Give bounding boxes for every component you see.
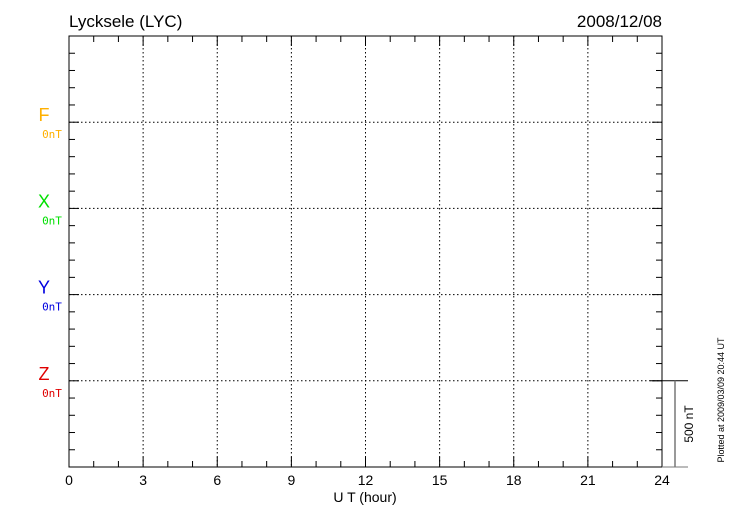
x-tick-label: 21 [580,472,596,488]
x-tick-label: 6 [213,472,221,488]
series-zero-label-y: 0nT [42,301,62,314]
series-label-y: Y [38,278,50,298]
x-tick-label: 24 [654,472,670,488]
x-axis-label: U T (hour) [333,489,396,505]
series-label-z: Z [39,364,50,384]
series-zero-label-z: 0nT [42,387,62,400]
x-tick-label: 0 [65,472,73,488]
x-tick-label: 18 [506,472,522,488]
x-tick-label: 3 [139,472,147,488]
x-tick-label: 15 [432,472,448,488]
series-zero-label-f: 0nT [42,128,62,141]
series-label-x: X [38,191,50,211]
plot-footer: Plotted at 2009/03/09 20:44 UT [716,337,726,463]
x-tick-label: 12 [358,472,374,488]
x-tick-label: 9 [287,472,295,488]
series-label-f: F [39,105,50,125]
chart-title: Lycksele (LYC) [69,12,182,31]
chart-date: 2008/12/08 [577,12,662,31]
series-zero-label-x: 0nT [42,214,62,227]
scale-bar-label: 500 nT [682,405,696,443]
